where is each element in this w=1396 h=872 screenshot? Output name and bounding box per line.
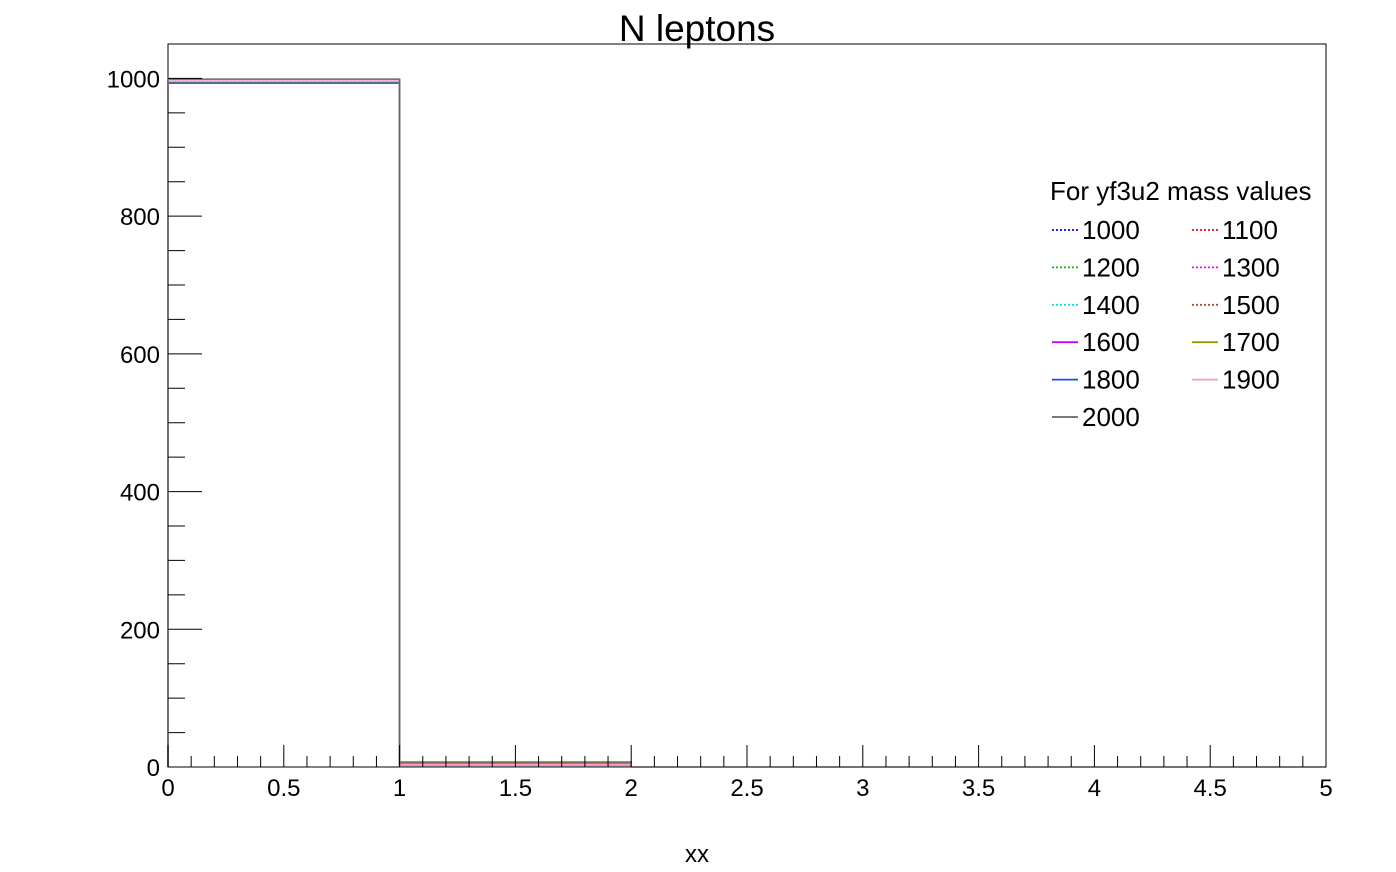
legend-item-1000: 1000: [1052, 215, 1140, 245]
plot-frame: [167, 43, 1327, 768]
legend-item-1400: 1400: [1052, 290, 1140, 320]
x-tick-label: 3: [856, 775, 869, 802]
y-tick-label: 1000: [107, 66, 160, 93]
y-tick-label: 200: [120, 617, 160, 644]
legend-item-1100: 1100: [1192, 215, 1278, 245]
legend-label: 1700: [1222, 327, 1280, 357]
legend-item-1200: 1200: [1052, 252, 1140, 282]
x-tick-label: 0: [161, 775, 174, 802]
legend-label: 1500: [1222, 290, 1280, 320]
x-tick-label: 4: [1088, 775, 1101, 802]
x-tick-label: 2.5: [730, 775, 763, 802]
x-tick-label: 1: [393, 775, 406, 802]
y-tick-label: 600: [120, 342, 160, 369]
x-tick-label: 2: [625, 775, 638, 802]
legend-title: For yf3u2 mass values: [1050, 176, 1312, 206]
legend-item-1900: 1900: [1192, 365, 1280, 395]
histogram-lines: [167, 78, 1326, 768]
x-tick-label: 0.5: [267, 775, 300, 802]
legend-label: 1900: [1222, 365, 1280, 395]
x-tick-label: 1.5: [499, 775, 532, 802]
y-tick-label: 0: [147, 755, 160, 782]
legend-label: 1100: [1222, 215, 1278, 245]
legend-item-1700: 1700: [1192, 327, 1280, 357]
x-tick-label: 3.5: [962, 775, 995, 802]
y-tick-label: 800: [120, 204, 160, 231]
legend-label: 1600: [1082, 327, 1140, 357]
legend-item-1600: 1600: [1052, 327, 1140, 357]
x-tick-label: 4.5: [1194, 775, 1227, 802]
legend-item-2000: 2000: [1052, 402, 1140, 432]
x-axis: 0 0.5 1 1.5 2 2.5 3 3.5 4 4.5 5: [161, 745, 1333, 802]
legend: For yf3u2 mass values 1000 1100 1200 1300 14…: [1050, 176, 1312, 432]
legend-label: 2000: [1082, 402, 1140, 432]
legend-item-1500: 1500: [1192, 290, 1280, 320]
x-axis-label: xx: [685, 841, 709, 868]
y-axis: 0 200 400 600 800 1000: [107, 66, 202, 782]
chart-title: N leptons: [619, 8, 775, 49]
legend-label: 1200: [1082, 252, 1140, 282]
y-tick-label: 400: [120, 480, 160, 507]
legend-label: 1000: [1082, 215, 1140, 245]
legend-item-1300: 1300: [1192, 252, 1280, 282]
legend-label: 1800: [1082, 365, 1140, 395]
legend-label: 1400: [1082, 290, 1140, 320]
legend-label: 1300: [1222, 252, 1280, 282]
legend-item-1800: 1800: [1052, 365, 1140, 395]
x-tick-label: 5: [1319, 775, 1332, 802]
